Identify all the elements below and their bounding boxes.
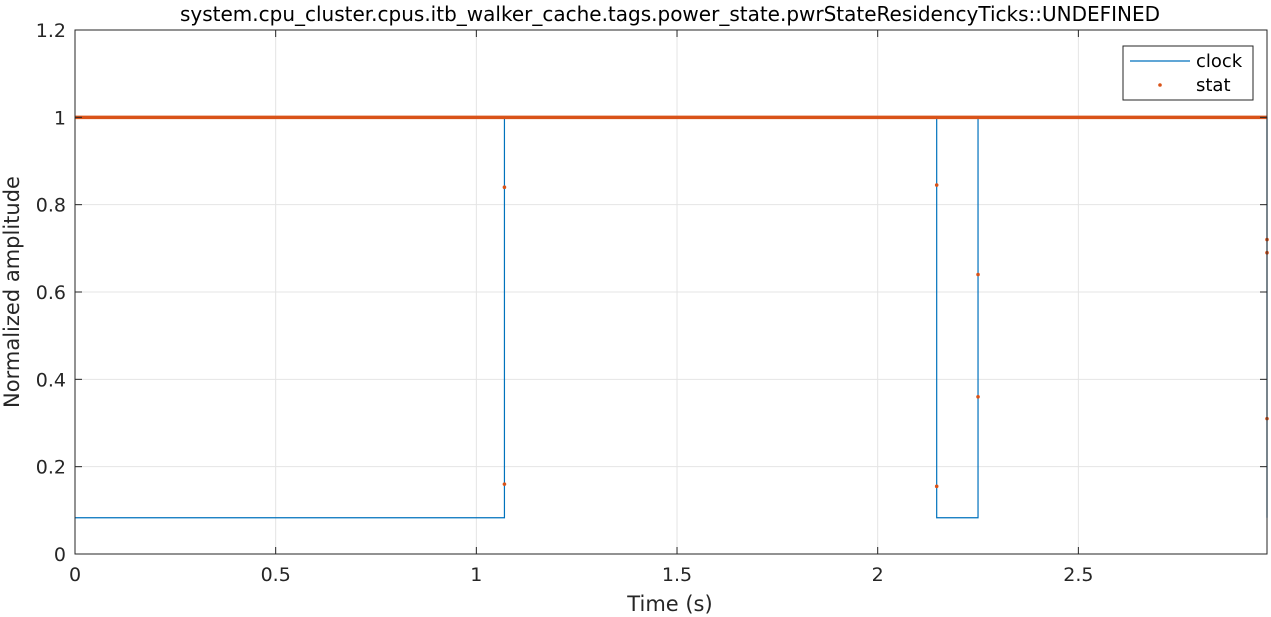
- series-stat-point: [502, 185, 507, 189]
- y-axis-title: Normalized amplitude: [0, 176, 24, 408]
- plot-area: 0 0.5 1 1.5 2 2.5 0 0.2 0.4 0.6 0.8 1 1.2: [36, 20, 1269, 586]
- series-stat-point: [502, 482, 507, 486]
- legend: clock stat: [1122, 45, 1254, 101]
- y-tick-label: 0.6: [36, 282, 66, 304]
- x-tick-label: 1.5: [662, 564, 692, 586]
- legend-box: [1122, 45, 1254, 101]
- y-tick-label: 0.4: [36, 369, 66, 391]
- x-tick-label: 2.5: [1063, 564, 1093, 586]
- y-tick-label: 0: [54, 544, 66, 566]
- y-tick-label: 1: [54, 107, 66, 129]
- chart-title: system.cpu_cluster.cpus.itb_walker_cache…: [180, 2, 1160, 26]
- series-stat-point: [934, 484, 939, 489]
- x-tick-label: 0: [69, 564, 81, 586]
- y-tick-label: 1.2: [36, 20, 66, 42]
- x-tick-label: 2: [872, 564, 884, 586]
- series-stat-point: [976, 395, 980, 399]
- x-tick-label: 0.5: [261, 564, 291, 586]
- legend-stat-swatch: [1158, 83, 1162, 87]
- y-tick-label: 0.8: [36, 195, 66, 217]
- series-stat-point: [976, 272, 980, 277]
- x-axis-title: Time (s): [626, 592, 712, 616]
- legend-stat-label: stat: [1196, 75, 1231, 96]
- y-tick-label: 0.2: [36, 457, 66, 479]
- series-stat-point: [934, 183, 939, 187]
- x-tick-label: 1: [470, 564, 482, 586]
- legend-clock-label: clock: [1196, 51, 1243, 72]
